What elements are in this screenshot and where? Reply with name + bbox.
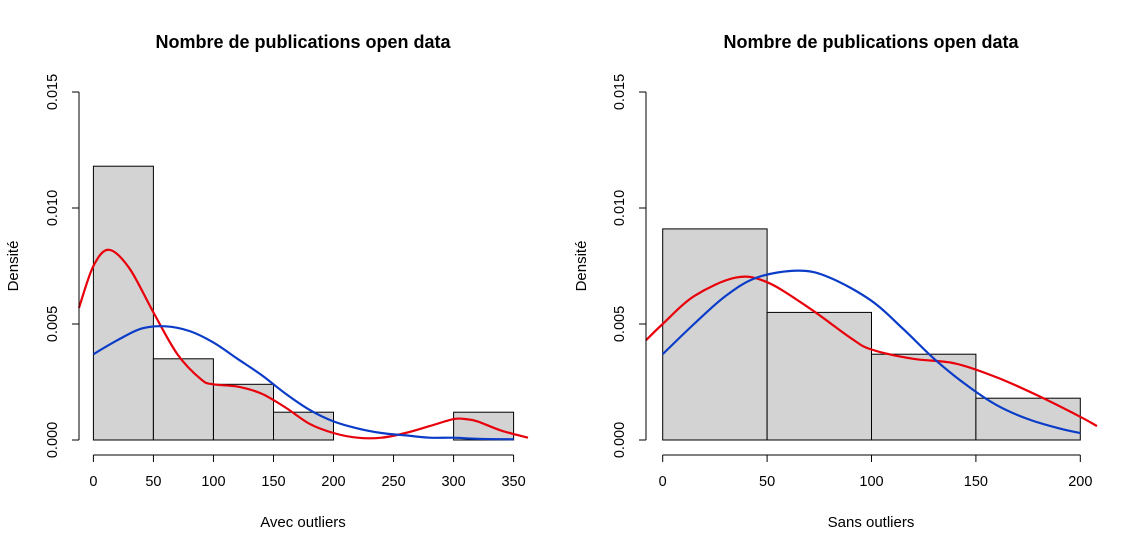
blue-density-curve [661, 269, 1081, 435]
y-axis: 0.000 0.005 0.010 0.015 [612, 74, 647, 458]
x-tick-label: 150 [964, 474, 988, 490]
blue-density-curve [92, 325, 514, 441]
x-tick-label: 50 [145, 474, 161, 490]
y-tick-label: 0.015 [45, 74, 61, 110]
y-tick-label: 0.010 [45, 190, 61, 226]
x-tick-label: 100 [201, 474, 225, 490]
y-tick-label: 0.010 [612, 190, 628, 226]
histogram-bar [92, 165, 154, 441]
x-tick-label: 200 [321, 474, 345, 490]
histogram-bar [662, 228, 768, 441]
histogram-with-outliers: Nombre de publications open data Avec ou… [5, 32, 529, 531]
x-tick-label: 0 [89, 474, 97, 490]
histogram-bar [871, 353, 977, 441]
chart-title: Nombre de publications open data [723, 32, 1019, 52]
x-axis: 0 50 100 150 200 250 300 350 [89, 454, 526, 490]
x-tick-label: 300 [441, 474, 465, 490]
x-tick-label: 50 [759, 474, 775, 490]
x-tick-label: 250 [381, 474, 405, 490]
y-tick-label: 0.005 [612, 306, 628, 342]
density-curves [77, 248, 529, 441]
x-tick-label: 0 [659, 474, 667, 490]
histogram-bar [152, 358, 214, 441]
histogram-without-outliers: Nombre de publications open data Sans ou… [573, 32, 1098, 531]
y-axis-label: Densité [5, 241, 22, 292]
histogram-bar [273, 411, 334, 441]
x-tick-label: 350 [501, 474, 525, 490]
x-axis-label: Avec outliers [260, 514, 346, 531]
y-tick-label: 0.000 [612, 422, 628, 458]
y-tick-label: 0.005 [45, 306, 61, 342]
red-density-curve [77, 248, 529, 440]
histogram-bar [766, 311, 872, 441]
x-tick-label: 100 [859, 474, 883, 490]
x-tick-label: 200 [1068, 474, 1092, 490]
chart-title: Nombre de publications open data [155, 32, 451, 52]
y-axis: 0.000 0.005 0.010 0.015 [45, 74, 80, 458]
y-tick-label: 0.000 [45, 422, 61, 458]
bars [662, 228, 1081, 441]
bars [92, 165, 515, 441]
red-density-curve [645, 275, 1098, 428]
density-curves [645, 269, 1098, 435]
y-axis-label: Densité [573, 241, 590, 292]
x-tick-label: 150 [261, 474, 285, 490]
histogram-bar [453, 411, 515, 441]
x-axis-label: Sans outliers [828, 514, 915, 531]
x-axis: 0 50 100 150 200 [659, 454, 1092, 490]
histogram-bar [213, 383, 274, 441]
y-tick-label: 0.015 [612, 74, 628, 110]
